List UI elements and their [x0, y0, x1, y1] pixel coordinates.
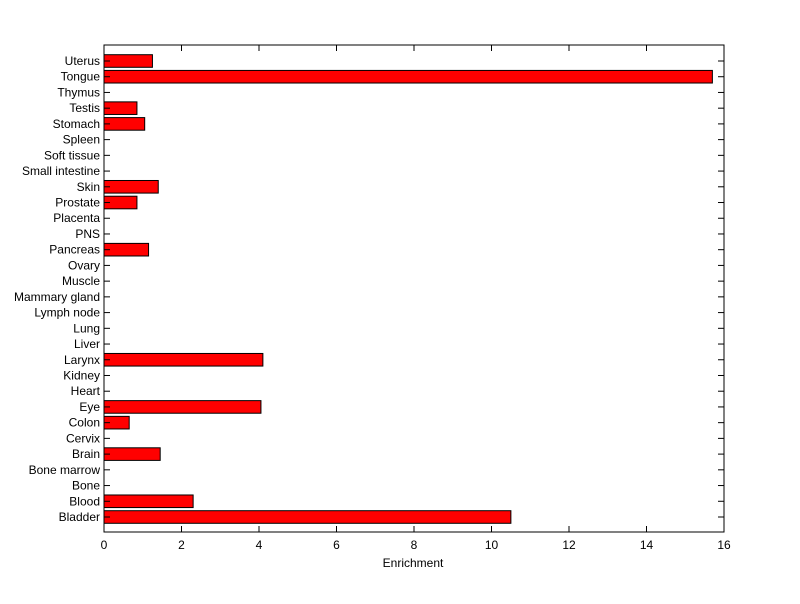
y-tick-label: Thymus — [57, 85, 100, 99]
y-tick-label: Lung — [73, 321, 100, 335]
bar-pancreas — [103, 242, 150, 257]
bar-stomach — [103, 117, 146, 131]
bar-brain — [103, 447, 161, 461]
y-tick-label: Bone — [72, 479, 100, 493]
y-tick-label: Muscle — [62, 274, 100, 288]
y-tick-label: PNS — [75, 227, 100, 241]
bar-uterus — [103, 54, 153, 68]
y-tick-label: Uterus — [65, 54, 100, 68]
bar-bladder — [103, 510, 512, 524]
y-tick-label: Prostate — [55, 196, 100, 210]
y-tick-label: Liver — [74, 337, 100, 351]
y-tick-label: Mammary gland — [14, 290, 100, 304]
y-tick-label: Eye — [79, 400, 100, 414]
y-tick-label: Tongue — [61, 70, 101, 84]
y-tick-label: Lymph node — [34, 306, 100, 320]
y-tick-label: Colon — [69, 416, 100, 430]
y-tick-label: Testis — [69, 101, 100, 115]
x-tick-label: 14 — [640, 538, 654, 552]
plot-frame — [103, 44, 725, 533]
y-tick-label: Small intestine — [22, 164, 100, 178]
y-tick-label: Cervix — [66, 431, 100, 445]
bar-eye — [103, 400, 262, 414]
x-tick-label: 8 — [411, 538, 418, 552]
x-tick-label: 6 — [333, 538, 340, 552]
x-tick-label: 12 — [562, 538, 576, 552]
x-tick-label: 2 — [178, 538, 185, 552]
bar-tongue — [103, 69, 713, 84]
x-tick-label: 16 — [717, 538, 731, 552]
y-tick-label: Larynx — [64, 353, 100, 367]
x-tick-label: 4 — [256, 538, 263, 552]
y-tick-label: Heart — [71, 384, 101, 398]
y-tick-label: Kidney — [63, 368, 100, 382]
y-tick-label: Spleen — [63, 133, 100, 147]
y-tick-label: Brain — [72, 447, 100, 461]
y-tick-label: Bladder — [59, 510, 100, 524]
y-tick-label: Stomach — [53, 117, 100, 131]
y-tick-label: Bone marrow — [29, 463, 101, 477]
y-tick-label: Ovary — [68, 258, 100, 272]
y-tick-label: Skin — [77, 180, 100, 194]
x-tick-label: 10 — [485, 538, 499, 552]
bar-larynx — [103, 352, 264, 367]
x-axis-label: Enrichment — [383, 556, 444, 570]
bars — [103, 54, 713, 524]
y-tick-label: Pancreas — [49, 243, 100, 257]
bar-blood — [103, 494, 194, 509]
y-tick-label: Placenta — [53, 211, 100, 225]
y-tick-label: Blood — [69, 494, 100, 508]
x-tick-label: 0 — [101, 538, 108, 552]
bar-skin — [103, 179, 159, 194]
y-tick-label: Soft tissue — [44, 148, 100, 162]
